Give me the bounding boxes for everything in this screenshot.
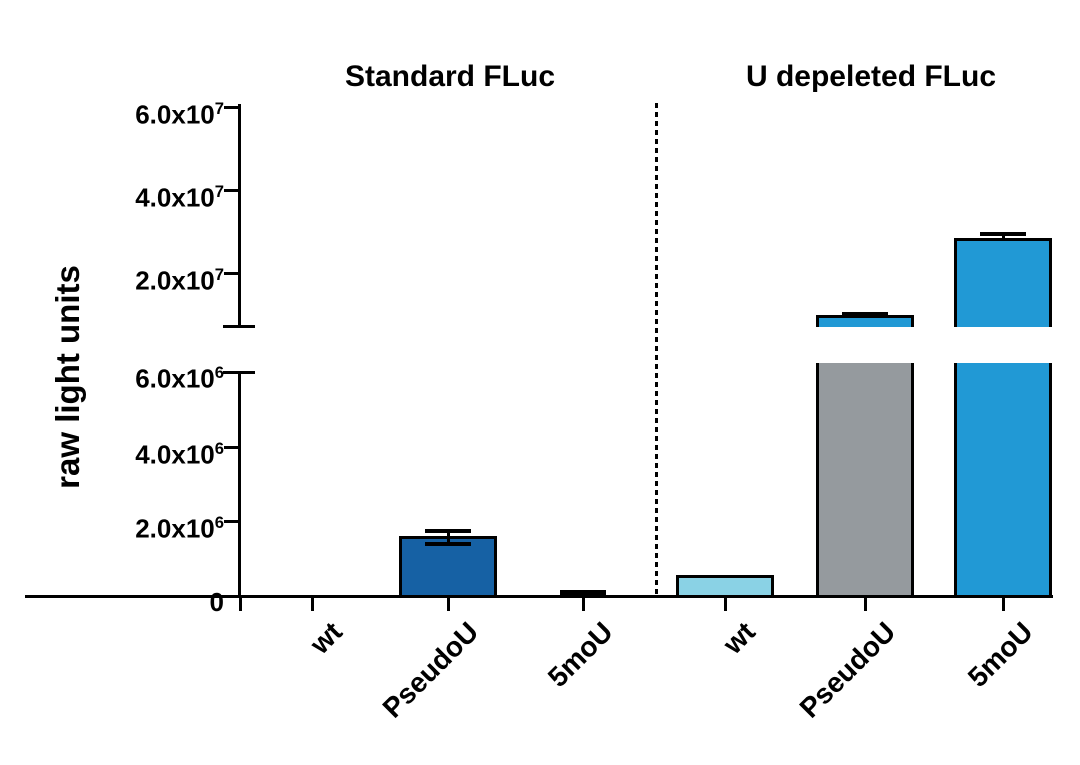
- y-axis-tick-label-upper: 2.0x107: [135, 265, 224, 296]
- y-axis-lower-break-cap: [223, 371, 255, 374]
- y-axis-upper-segment-line: [238, 104, 241, 328]
- bar-udepleted-5mou-upper-piece: [954, 237, 1052, 327]
- group-divider-dotted-line: [655, 103, 658, 595]
- y-axis-lower-segment-line: [238, 371, 241, 598]
- bar-udepleted-pseudou-error-cap: [842, 311, 888, 316]
- y-axis-tick-label-upper: 4.0x107: [135, 182, 224, 213]
- x-axis-origin-tick: [239, 598, 242, 611]
- y-axis-tick-label-lower: 6.0x106: [135, 363, 224, 394]
- y-axis-tick-lower: [224, 446, 238, 449]
- x-axis-label-pseudou-udepleted: PseudoU: [793, 616, 901, 724]
- y-axis-tick-label-lower: 4.0x106: [135, 439, 224, 470]
- bar-standard-5mou-error-cap: [560, 590, 606, 596]
- bar-standard-pseudou-error-cap-bottom: [425, 542, 471, 547]
- x-axis-category-tick: [582, 598, 585, 611]
- y-axis-tick-label-lower: 2.0x106: [135, 513, 224, 544]
- y-axis-upper-break-cap: [223, 325, 255, 328]
- bar-udepleted-pseudou-error-line: [864, 313, 867, 318]
- x-axis-label-wt-standard: wt: [304, 616, 348, 660]
- y-axis-tick-label-upper: 6.0x107: [135, 99, 224, 130]
- bar-udepleted-5mou-error-line: [1002, 233, 1005, 241]
- x-axis-category-tick: [447, 598, 450, 611]
- y-axis-tick-lower: [224, 520, 238, 523]
- bar-udepleted-5mou-lower-piece: [954, 363, 1052, 598]
- x-axis-label-5mou-udepleted: 5moU: [961, 616, 1039, 693]
- x-axis-baseline: [25, 595, 1053, 598]
- x-axis-label-pseudou-standard: PseudoU: [376, 616, 484, 724]
- x-axis-category-tick: [864, 598, 867, 611]
- y-axis-tick-upper: [224, 106, 238, 109]
- bar-udepleted-pseudou-lower-piece: [816, 363, 914, 598]
- y-axis-tick-label-lower: 0: [209, 587, 224, 617]
- y-axis-tick-upper: [224, 272, 238, 275]
- x-axis-label-wt-udepleted: wt: [717, 616, 761, 660]
- x-axis-category-tick: [1002, 598, 1005, 611]
- x-axis-category-tick: [724, 598, 727, 611]
- bar-udepleted-wt: [676, 574, 774, 598]
- group-title-standard-fluc: Standard FLuc: [344, 60, 556, 93]
- bar-standard-pseudou-error-cap-top: [425, 528, 471, 533]
- x-axis-label-5mou-standard: 5moU: [541, 616, 619, 693]
- group-title-u-depleted-fluc: U depeleted FLuc: [745, 60, 997, 93]
- bar-standard-pseudou-error-line: [447, 530, 450, 545]
- y-axis-tick-upper: [224, 189, 238, 192]
- bar-udepleted-5mou-error-cap: [980, 231, 1026, 236]
- x-axis-category-tick: [311, 598, 314, 611]
